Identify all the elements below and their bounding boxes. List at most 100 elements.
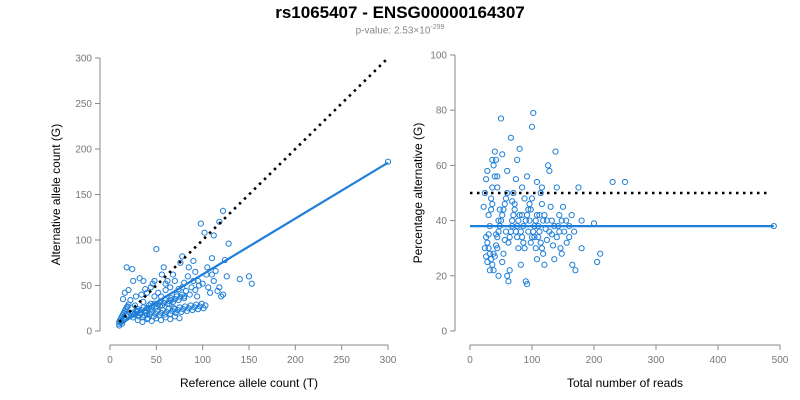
right-panel-data-point bbox=[523, 173, 531, 180]
right-panel-data-point bbox=[545, 162, 552, 169]
left-panel-x-tick-label: 250 bbox=[333, 355, 350, 366]
left-panel-fit-line bbox=[118, 161, 389, 326]
left-panel-data-point bbox=[167, 316, 174, 323]
left-panel-data-point bbox=[223, 273, 230, 280]
right-panel-data-point bbox=[533, 256, 541, 263]
left-panel-data-point bbox=[138, 291, 145, 298]
right-panel-data-point bbox=[546, 167, 553, 175]
right-panel-data-point bbox=[532, 217, 539, 224]
right-panel-data-point bbox=[548, 217, 555, 224]
right-panel-data-point bbox=[506, 234, 513, 241]
left-panel-data-point bbox=[179, 253, 186, 260]
right-panel-data-point bbox=[533, 178, 541, 186]
right-panel-data-point bbox=[486, 267, 493, 274]
right-panel-data-point bbox=[541, 261, 548, 268]
right-panel-data-point bbox=[501, 200, 508, 208]
left-panel-data-point bbox=[181, 295, 188, 302]
right-panel-data-point bbox=[540, 250, 547, 257]
right-panel-data-point bbox=[556, 211, 563, 219]
right-panel-data-point bbox=[489, 184, 496, 191]
right-panel-x-tick-label: 400 bbox=[710, 355, 727, 366]
left-panel-data-point bbox=[184, 273, 191, 280]
right-panel-data-point bbox=[563, 239, 570, 246]
right-panel-data-point bbox=[499, 211, 506, 219]
left-panel-data-point bbox=[176, 315, 183, 322]
left-panel-data-point bbox=[140, 298, 147, 305]
right-panel-data-point bbox=[558, 217, 565, 224]
left-panel-data-point bbox=[204, 264, 211, 271]
right-panel-data-point bbox=[494, 173, 501, 180]
left-panel-data-point bbox=[216, 218, 223, 225]
right-panel-data-point bbox=[546, 228, 553, 235]
right-panel-data-point bbox=[481, 245, 488, 252]
right-panel-data-point bbox=[499, 258, 506, 266]
right-panel-data-point bbox=[484, 258, 491, 266]
right-panel-data-point bbox=[487, 195, 495, 202]
right-panel-data-point bbox=[494, 184, 501, 191]
right-panel-data-point bbox=[528, 234, 536, 241]
left-panel-data-point bbox=[151, 293, 158, 300]
right-panel-data-point bbox=[491, 173, 498, 180]
right-panel-data-point bbox=[505, 239, 512, 246]
left-panel-data-point bbox=[202, 302, 209, 309]
left-panel-y-tick-label: 250 bbox=[75, 99, 92, 110]
left-panel-data-point bbox=[169, 271, 177, 278]
left-panel-data-point bbox=[212, 267, 219, 275]
right-panel-data-point bbox=[571, 228, 578, 235]
left-panel-data-point bbox=[218, 293, 225, 300]
left-panel-data-point bbox=[136, 275, 143, 282]
right-panel-data-point bbox=[575, 184, 582, 191]
left-panel-data-point bbox=[205, 284, 212, 291]
right-panel-data-point bbox=[494, 234, 501, 241]
right-panel-data-point bbox=[511, 206, 518, 213]
left-panel-data-point bbox=[121, 289, 128, 296]
right-panel-data-point bbox=[510, 211, 517, 219]
right-panel-x-tick-label: 300 bbox=[648, 355, 665, 366]
right-panel-data-point bbox=[489, 200, 496, 208]
right-panel-data-point bbox=[484, 167, 491, 175]
right-panel-y-tick-label: 80 bbox=[436, 106, 448, 117]
left-panel-data-point bbox=[155, 289, 162, 296]
right-panel-data-point bbox=[609, 178, 616, 186]
left-panel-data-point bbox=[157, 316, 165, 324]
right-panel-data-point bbox=[490, 162, 497, 169]
right-panel-x-tick-label: 100 bbox=[524, 355, 541, 366]
right-panel-data-point bbox=[520, 239, 527, 246]
right-panel-data-point bbox=[527, 206, 534, 213]
left-panel-data-point bbox=[132, 293, 140, 300]
left-panel-data-point bbox=[248, 280, 255, 287]
left-panel-data-point bbox=[185, 264, 192, 271]
right-panel-data-point bbox=[525, 206, 532, 213]
right-panel-data-point bbox=[516, 145, 523, 152]
right-panel-data-point bbox=[525, 228, 532, 235]
right-panel-data-point bbox=[485, 245, 492, 252]
left-panel-data-point bbox=[190, 257, 197, 265]
right-panel-data-point bbox=[536, 228, 543, 235]
left-panel-data-point bbox=[201, 229, 208, 236]
right-panel-data-point bbox=[521, 245, 528, 252]
right-panel-data-point bbox=[507, 134, 515, 141]
left-panel-data-point bbox=[151, 277, 158, 285]
left-panel-data-point bbox=[139, 318, 146, 325]
left-panel-data-point bbox=[186, 291, 193, 298]
right-panel-data-point bbox=[621, 178, 629, 186]
right-panel-x-tick-label: 0 bbox=[467, 355, 473, 366]
left-panel-data-point bbox=[168, 295, 175, 302]
right-panel-data-point bbox=[538, 200, 546, 208]
left-panel-data-point bbox=[171, 277, 178, 285]
right-panel-data-point bbox=[530, 109, 537, 117]
right-panel-data-point bbox=[489, 156, 496, 163]
left-panel-data-point bbox=[175, 286, 182, 293]
left-panel-data-point bbox=[119, 296, 127, 303]
right-panel-data-point bbox=[504, 167, 511, 175]
right-panel-data-point bbox=[483, 253, 490, 260]
right-panel-data-point bbox=[514, 234, 521, 241]
right-panel-data-point bbox=[517, 228, 524, 235]
right-panel-data-point bbox=[553, 234, 560, 241]
left-panel-data-point bbox=[153, 246, 160, 253]
right-panel-data-point bbox=[490, 250, 497, 257]
right-panel-y-tick-label: 60 bbox=[436, 161, 448, 172]
p-value-text: p-value: 2.53×10 bbox=[355, 25, 431, 37]
right-panel-data-point bbox=[490, 267, 497, 274]
left-panel-y-axis-label: Alternative allele count (G) bbox=[49, 124, 63, 265]
